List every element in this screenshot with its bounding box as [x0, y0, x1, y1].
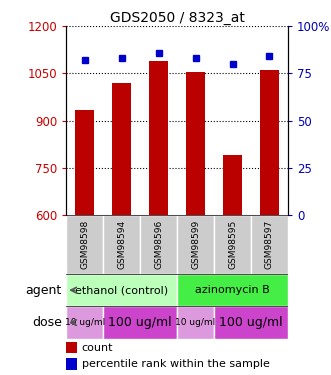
- Text: azinomycin B: azinomycin B: [195, 285, 270, 295]
- Bar: [113, 83, 131, 215]
- Bar: [177, 274, 288, 306]
- Text: count: count: [82, 343, 113, 353]
- Text: ethanol (control): ethanol (control): [75, 285, 168, 295]
- Text: GSM98596: GSM98596: [154, 220, 163, 269]
- Bar: [75, 110, 94, 215]
- Text: 100 ug/ml: 100 ug/ml: [219, 316, 283, 329]
- Bar: [177, 306, 214, 339]
- Bar: [186, 72, 205, 215]
- Text: 100 ug/ml: 100 ug/ml: [108, 316, 172, 329]
- Text: GSM98598: GSM98598: [80, 220, 89, 269]
- Text: dose: dose: [32, 316, 62, 329]
- Text: GSM98595: GSM98595: [228, 220, 237, 269]
- Text: GSM98599: GSM98599: [191, 220, 200, 269]
- Text: GSM98594: GSM98594: [117, 220, 126, 269]
- Bar: [66, 358, 77, 370]
- Text: agent: agent: [25, 284, 62, 297]
- Text: 10 ug/ml: 10 ug/ml: [65, 318, 105, 327]
- Bar: [103, 306, 177, 339]
- Title: GDS2050 / 8323_at: GDS2050 / 8323_at: [110, 11, 245, 25]
- Bar: [66, 306, 103, 339]
- Bar: [223, 155, 242, 215]
- Text: 10 ug/ml: 10 ug/ml: [175, 318, 216, 327]
- Bar: [251, 215, 288, 274]
- Bar: [66, 274, 177, 306]
- Text: percentile rank within the sample: percentile rank within the sample: [82, 359, 269, 369]
- Bar: [214, 306, 288, 339]
- Bar: [214, 215, 251, 274]
- Text: GSM98597: GSM98597: [265, 220, 274, 269]
- Bar: [66, 215, 103, 274]
- Bar: [177, 215, 214, 274]
- Bar: [140, 215, 177, 274]
- Bar: [260, 70, 279, 215]
- Bar: [103, 215, 140, 274]
- Bar: [66, 342, 77, 353]
- Bar: [149, 61, 168, 215]
